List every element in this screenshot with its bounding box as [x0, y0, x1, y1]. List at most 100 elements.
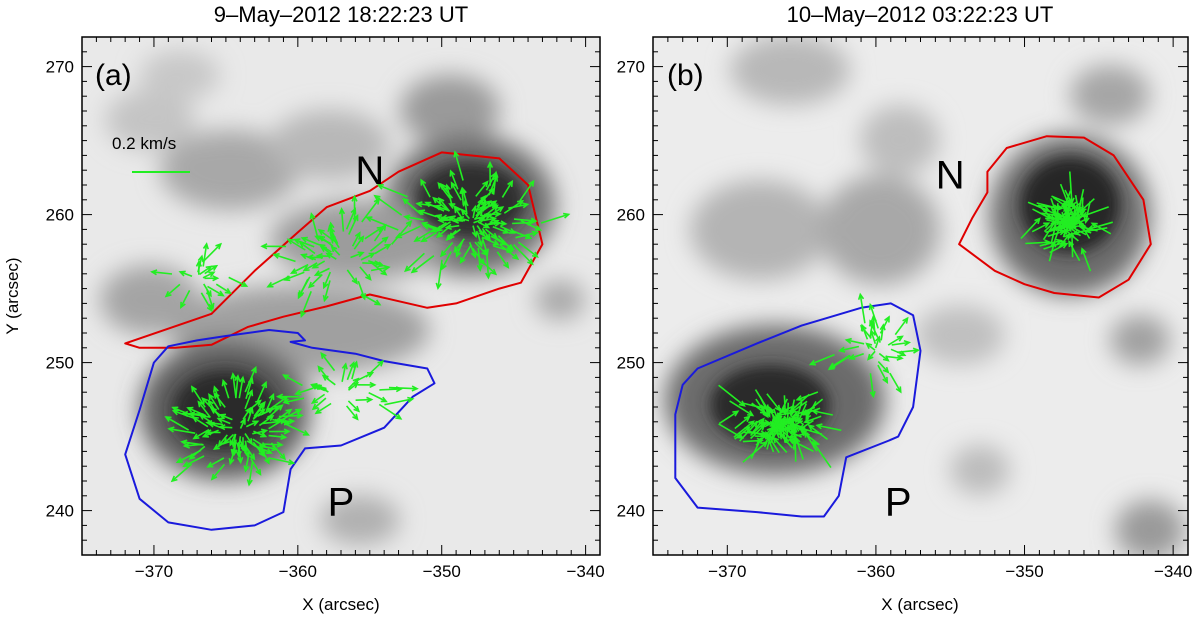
velocity-arrow [275, 408, 293, 422]
velocity-arrow [361, 197, 381, 223]
velocity-arrow [485, 211, 502, 218]
velocity-arrow [236, 436, 243, 450]
velocity-arrow [512, 219, 535, 226]
panel-b-label: (b) [667, 59, 704, 92]
velocity-arrow [519, 179, 535, 202]
velocity-arrow [203, 283, 212, 298]
velocity-arrow [314, 402, 332, 415]
velocity-arrow [475, 180, 489, 197]
velocity-arrow [207, 285, 225, 297]
velocity-arrow [260, 243, 287, 250]
velocity-arrow [178, 270, 193, 278]
velocity-arrow [489, 220, 508, 227]
velocity-arrow [779, 404, 795, 413]
velocity-arrow [262, 441, 284, 448]
velocity-arrow [860, 323, 869, 340]
velocity-arrow [281, 374, 303, 387]
velocity-arrow [894, 316, 909, 336]
velocity-arrow [513, 244, 534, 266]
velocity-arrow [204, 275, 220, 282]
velocity-arrow [1090, 222, 1112, 235]
velocity-arrow [437, 217, 453, 224]
velocity-arrow [195, 259, 203, 275]
velocity-arrow [275, 393, 300, 400]
velocity-arrow [300, 236, 320, 246]
velocity-arrow [459, 244, 472, 265]
velocity-arrow [750, 404, 775, 413]
velocity-arrow [338, 207, 346, 232]
velocity-arrow [1048, 223, 1069, 231]
velocity-arrow [388, 385, 419, 392]
velocity-arrow [734, 415, 751, 430]
x-tick-label: −340 [566, 562, 604, 581]
velocity-arrow [440, 241, 454, 258]
velocity-arrow [480, 187, 496, 203]
velocity-arrow [373, 223, 387, 242]
velocity-arrow [347, 381, 360, 391]
velocity-arrow [869, 328, 877, 344]
velocity-arrow [503, 199, 525, 214]
velocity-arrow [413, 228, 435, 242]
velocity-arrow [204, 264, 219, 275]
velocity-arrow [1039, 238, 1063, 247]
velocity-arrow [804, 430, 818, 452]
y-tick-label: 260 [617, 206, 645, 225]
velocity-arrow [1083, 201, 1091, 224]
velocity-arrow [496, 251, 510, 269]
velocity-arrow [216, 417, 231, 425]
velocity-arrow [329, 226, 339, 245]
velocity-arrow [357, 381, 377, 389]
velocity-arrow [341, 362, 348, 382]
velocity-arrow [202, 242, 209, 267]
velocity-arrow [345, 405, 359, 421]
velocity-arrow [346, 269, 358, 285]
velocity-arrow [266, 275, 291, 288]
x-tick-label: −370 [708, 562, 746, 581]
panel-a-velocity-vectors [150, 150, 571, 487]
velocity-arrow [476, 232, 484, 248]
velocity-arrow [417, 209, 437, 218]
velocity-arrow [750, 424, 766, 440]
velocity-arrow [1043, 240, 1067, 250]
velocity-arrow [718, 423, 745, 439]
velocity-arrow [376, 184, 408, 198]
velocity-arrow [218, 424, 233, 431]
velocity-arrow [808, 353, 835, 366]
velocity-arrow [1071, 206, 1078, 224]
contour-n [124, 151, 544, 349]
velocity-arrow [474, 241, 488, 257]
panel-b-contours [674, 135, 1152, 518]
velocity-arrow [718, 384, 746, 407]
y-tick-label: 270 [46, 58, 74, 77]
velocity-arrow [180, 290, 191, 309]
velocity-arrow [300, 253, 317, 261]
velocity-arrow [238, 375, 246, 399]
velocity-arrow [410, 255, 435, 274]
velocity-arrow [828, 354, 851, 369]
velocity-arrow [266, 404, 284, 420]
velocity-arrow [453, 206, 463, 219]
velocity-arrow [313, 267, 330, 276]
velocity-arrow [815, 423, 842, 432]
velocity-arrow [766, 393, 781, 412]
velocity-arrow [517, 241, 539, 258]
velocity-arrow [270, 442, 286, 461]
y-tick-label: 240 [46, 502, 74, 521]
velocity-arrow [244, 433, 253, 446]
velocity-arrow [311, 260, 326, 269]
panel-a-y-axis-label: Y (arcsec) [3, 257, 22, 334]
velocity-arrow [874, 335, 881, 349]
panel-a-x-axis-label: X (arcsec) [302, 595, 379, 614]
velocity-arrow [515, 230, 539, 239]
velocity-arrow [1027, 201, 1051, 212]
velocity-arrow [1080, 247, 1092, 272]
velocity-arrow [268, 457, 296, 466]
y-tick-label: 240 [617, 502, 645, 521]
velocity-arrow [1063, 228, 1079, 242]
velocity-arrow [298, 276, 311, 298]
velocity-arrow [891, 340, 912, 347]
x-tick-label: −350 [423, 562, 461, 581]
velocity-arrow [476, 225, 486, 238]
velocity-arrow [320, 351, 336, 372]
velocity-arrow [170, 463, 193, 483]
